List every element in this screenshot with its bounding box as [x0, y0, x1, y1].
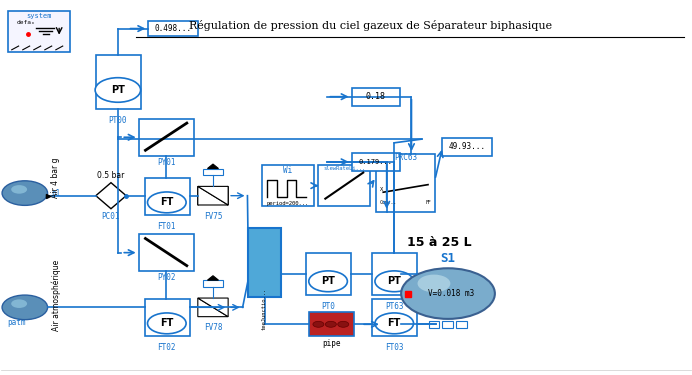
- Polygon shape: [198, 186, 228, 205]
- Circle shape: [313, 321, 324, 327]
- Text: PT00: PT00: [109, 116, 127, 125]
- FancyBboxPatch shape: [145, 299, 190, 336]
- Text: 0.179...: 0.179...: [358, 159, 392, 165]
- FancyBboxPatch shape: [203, 280, 224, 287]
- Text: V=0.018 m3: V=0.018 m3: [428, 289, 475, 298]
- Text: system: system: [26, 13, 52, 19]
- Text: 49.93...: 49.93...: [449, 142, 486, 152]
- Circle shape: [417, 274, 450, 292]
- Polygon shape: [198, 186, 228, 205]
- Text: FF: FF: [426, 200, 432, 205]
- FancyBboxPatch shape: [8, 12, 71, 52]
- Circle shape: [2, 181, 48, 206]
- Circle shape: [375, 271, 414, 292]
- Text: PT: PT: [388, 276, 401, 286]
- Circle shape: [338, 321, 349, 327]
- Polygon shape: [198, 298, 228, 316]
- Text: PY02: PY02: [157, 273, 175, 282]
- FancyBboxPatch shape: [456, 321, 466, 328]
- Circle shape: [11, 185, 27, 194]
- Text: FV78: FV78: [203, 323, 222, 332]
- Text: 0.5 bar: 0.5 bar: [96, 171, 124, 180]
- Text: FT: FT: [160, 318, 174, 328]
- FancyBboxPatch shape: [372, 253, 417, 296]
- FancyBboxPatch shape: [95, 56, 140, 110]
- FancyBboxPatch shape: [145, 178, 190, 215]
- FancyBboxPatch shape: [262, 165, 313, 206]
- Polygon shape: [95, 183, 126, 209]
- Text: PT0: PT0: [321, 302, 335, 311]
- Text: FT03: FT03: [385, 343, 403, 352]
- Text: FT02: FT02: [158, 343, 176, 352]
- FancyBboxPatch shape: [352, 153, 400, 171]
- Text: PC01: PC01: [102, 211, 120, 220]
- Circle shape: [147, 313, 186, 334]
- Text: PT: PT: [321, 276, 335, 286]
- FancyBboxPatch shape: [318, 165, 370, 206]
- FancyBboxPatch shape: [203, 168, 224, 175]
- Text: PY01: PY01: [157, 158, 175, 167]
- Circle shape: [325, 321, 336, 327]
- Circle shape: [95, 78, 140, 102]
- Text: PT63: PT63: [385, 302, 403, 311]
- Circle shape: [309, 271, 347, 292]
- FancyBboxPatch shape: [138, 234, 194, 271]
- Text: slewRateLi...: slewRateLi...: [323, 166, 365, 171]
- Circle shape: [401, 268, 495, 319]
- Text: FT: FT: [160, 197, 174, 207]
- Text: FV75: FV75: [203, 211, 222, 220]
- FancyBboxPatch shape: [376, 154, 435, 212]
- Text: period=200...: period=200...: [266, 201, 309, 206]
- FancyBboxPatch shape: [309, 312, 354, 336]
- Text: 0.498...: 0.498...: [154, 24, 192, 33]
- Text: S1: S1: [441, 252, 455, 266]
- Circle shape: [11, 299, 27, 308]
- Text: Régulation de pression du ciel gazeux de Séparateur biphasique: Régulation de pression du ciel gazeux de…: [188, 20, 552, 31]
- Text: patm: patm: [8, 318, 26, 327]
- Text: 15 à 25 L: 15 à 25 L: [408, 236, 472, 249]
- Text: FT01: FT01: [158, 222, 176, 231]
- FancyBboxPatch shape: [372, 299, 417, 336]
- FancyBboxPatch shape: [248, 228, 281, 297]
- Polygon shape: [208, 276, 219, 280]
- FancyBboxPatch shape: [429, 321, 439, 328]
- Polygon shape: [208, 164, 219, 168]
- FancyBboxPatch shape: [442, 321, 453, 328]
- Circle shape: [375, 313, 414, 334]
- Circle shape: [147, 192, 186, 213]
- Text: pipe: pipe: [322, 339, 341, 348]
- FancyBboxPatch shape: [148, 21, 198, 36]
- Text: Con...: Con...: [380, 200, 397, 205]
- Text: X: X: [380, 187, 383, 192]
- FancyBboxPatch shape: [442, 138, 492, 156]
- Text: FT: FT: [388, 318, 401, 328]
- Text: Air atmosphérique: Air atmosphérique: [51, 260, 61, 331]
- Text: defaₓ: defaₓ: [17, 20, 35, 25]
- Polygon shape: [198, 298, 228, 316]
- Text: p1: p1: [51, 189, 60, 198]
- FancyBboxPatch shape: [352, 88, 400, 106]
- Text: 0.18: 0.18: [365, 92, 385, 101]
- Text: teeJunctio...: teeJunctio...: [262, 287, 267, 330]
- FancyBboxPatch shape: [138, 118, 194, 156]
- Text: PT: PT: [111, 85, 125, 95]
- FancyBboxPatch shape: [306, 253, 351, 296]
- Text: PRC63: PRC63: [394, 153, 417, 162]
- Text: Air 4 bar g: Air 4 bar g: [51, 158, 60, 198]
- Text: Wi: Wi: [283, 165, 293, 174]
- Circle shape: [2, 295, 48, 320]
